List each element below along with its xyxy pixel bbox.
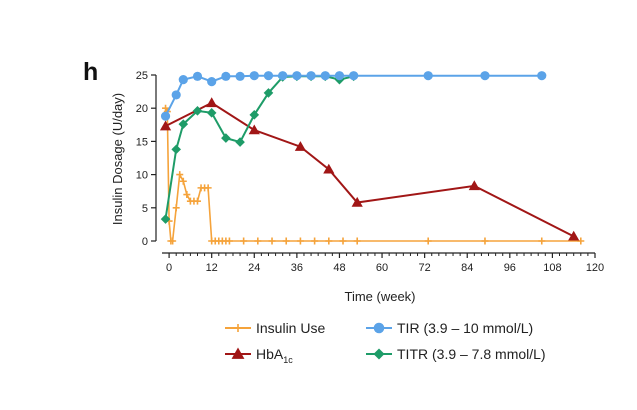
tir-point <box>235 71 245 81</box>
legend-titr-label: TITR (3.9 – 7.8 mmol/L) <box>397 346 546 362</box>
insulin-use-point <box>311 237 319 245</box>
titr-point <box>192 106 203 116</box>
insulin-use-point <box>176 171 184 179</box>
tir-point <box>349 71 359 81</box>
titr-point <box>263 88 274 98</box>
series-insulin-use <box>162 104 585 245</box>
insulin-use-point <box>225 237 233 245</box>
titr-point <box>178 119 189 129</box>
insulin-use-point <box>183 191 191 199</box>
insulin-use-point <box>254 237 262 245</box>
panel-label: h <box>83 58 98 86</box>
insulin-use-point <box>538 237 546 245</box>
x-tick-label: 72 <box>419 262 431 274</box>
x-tick-label: 120 <box>586 262 604 274</box>
insulin-use-point <box>268 237 276 245</box>
hba1c-line <box>165 101 575 238</box>
legend-insulin-use-marker <box>233 323 243 333</box>
insulin-use-line <box>164 107 581 242</box>
legend-insulin-use: Insulin Use <box>225 320 325 336</box>
y-axis-label: Insulin Dosage (U/day) <box>110 93 125 225</box>
insulin-use-point <box>296 237 304 245</box>
tir-point <box>160 111 171 121</box>
hba1c-point <box>323 163 335 174</box>
hba1c-point <box>248 124 260 135</box>
hba1c-point <box>159 120 172 131</box>
insulin-use-point <box>424 237 432 245</box>
y-tick-label: 25 <box>136 70 148 82</box>
legend-tir: TIR (3.9 – 10 mmol/L) <box>366 320 533 336</box>
y-tick-label: 15 <box>136 136 148 148</box>
y-tick-label: 20 <box>136 103 148 115</box>
legend-titr-marker <box>373 348 385 360</box>
legend-titr: TITR (3.9 – 7.8 mmol/L) <box>366 346 546 362</box>
insulin-use-point <box>172 204 180 212</box>
tir-point <box>221 71 231 81</box>
x-tick-label: 24 <box>248 262 260 274</box>
x-tick-label: 108 <box>543 262 561 274</box>
legend: Insulin Use TIR (3.9 – 10 mmol/L) HbA1c TIT… <box>225 320 546 365</box>
titr-point <box>249 110 260 120</box>
tir-point <box>249 71 259 81</box>
hba1c-point <box>468 180 480 191</box>
tir-point <box>207 77 217 87</box>
legend-hba1c-subscript: 1c <box>283 355 293 365</box>
insulin-use-point <box>325 237 333 245</box>
x-tick-label: 96 <box>504 262 516 274</box>
x-tick-label: 12 <box>206 262 218 274</box>
tir-point <box>263 71 274 81</box>
series-hba1c <box>159 97 580 241</box>
legend-hba1c-label: HbA1c <box>256 346 293 365</box>
insulin-use-point <box>179 177 187 185</box>
tir-point <box>480 71 490 81</box>
x-tick-label: 48 <box>333 262 345 274</box>
tir-point <box>278 71 288 81</box>
insulin-use-point <box>282 237 290 245</box>
titr-point <box>235 137 245 147</box>
tir-point <box>537 71 547 81</box>
x-tick-label: 36 <box>291 262 303 274</box>
x-tick-label: 84 <box>461 262 473 274</box>
insulin-use-point <box>481 237 489 245</box>
tir-point <box>320 71 330 81</box>
insulin-use-point <box>193 197 201 205</box>
legend-insulin-use-label: Insulin Use <box>256 320 325 336</box>
tir-point <box>178 75 188 85</box>
titr-point <box>160 214 171 224</box>
titr-point <box>206 108 217 118</box>
tir-point <box>292 71 302 81</box>
titr-point <box>221 133 231 143</box>
titr-point <box>171 144 181 155</box>
insulin-use-point <box>353 237 361 245</box>
legend-tir-label: TIR (3.9 – 10 mmol/L) <box>397 320 533 336</box>
legend-tir-marker <box>373 322 385 334</box>
insulin-use-point <box>339 237 347 245</box>
y-tick-label: 0 <box>142 236 148 248</box>
x-tick-label: 60 <box>376 262 388 274</box>
legend-hba1c: HbA1c <box>225 346 293 365</box>
series-tir <box>160 71 547 121</box>
insulin-use-point <box>204 184 212 192</box>
tir-point <box>306 71 316 81</box>
insulin-use-point <box>577 237 585 245</box>
tir-point <box>192 71 203 81</box>
hba1c-point <box>351 196 363 207</box>
y-tick-label: 5 <box>142 203 148 215</box>
legend-hba1c-marker <box>231 347 245 359</box>
x-tick-label: 0 <box>166 262 172 274</box>
insulin-use-point <box>169 237 177 245</box>
hba1c-point <box>206 97 218 108</box>
hba1c-point <box>294 141 307 151</box>
insulin-use-point <box>240 237 248 245</box>
series-layer <box>159 71 585 245</box>
tir-point <box>171 90 181 100</box>
hba1c-point <box>568 230 580 241</box>
x-axis-label: Time (week) <box>344 289 415 304</box>
tir-point <box>423 71 433 81</box>
axes: 0 5 10 15 20 25 0 12 24 36 48 60 72 84 96 108 120 <box>136 70 604 274</box>
tir-point <box>334 71 345 81</box>
y-tick-label: 10 <box>136 170 148 182</box>
